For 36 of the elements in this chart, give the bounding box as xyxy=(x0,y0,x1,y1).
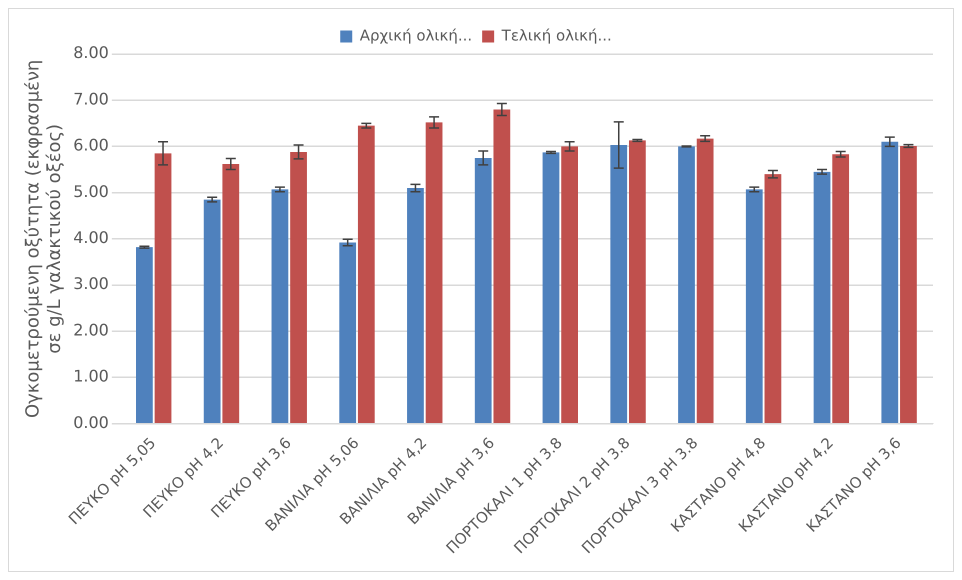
bar xyxy=(154,153,172,423)
y-tick-label: 4.00 xyxy=(73,228,109,247)
bar xyxy=(493,109,510,423)
bar xyxy=(832,154,850,423)
bar xyxy=(628,140,646,423)
bar xyxy=(407,188,424,423)
bar xyxy=(814,172,830,423)
bar xyxy=(222,164,240,423)
y-tick-label: 1.00 xyxy=(73,366,109,386)
legend-label: Τελική ολική... xyxy=(500,26,612,44)
y-tick-label: 3.00 xyxy=(73,274,109,294)
legend-label: Αρχική ολική... xyxy=(360,26,472,44)
bar xyxy=(764,174,782,423)
y-tick-label: 5.00 xyxy=(73,182,109,201)
bar xyxy=(358,126,375,423)
bar xyxy=(339,242,356,423)
y-tick-label: 8.00 xyxy=(73,43,109,62)
y-tick-label: 0.00 xyxy=(73,412,109,432)
bar xyxy=(746,189,763,423)
bar xyxy=(272,189,288,423)
y-tick-label: 6.00 xyxy=(73,136,109,155)
bar xyxy=(561,146,578,423)
bar xyxy=(474,158,492,423)
bar xyxy=(290,152,307,423)
bar xyxy=(542,152,560,423)
bar xyxy=(678,146,695,423)
bar xyxy=(426,122,442,423)
bar xyxy=(204,200,221,423)
y-tick-label: 2.00 xyxy=(73,320,109,340)
bar xyxy=(696,138,714,423)
y-axis-title: Ογκομετρούμενη οξύτητα (εκφρασμένη σε g/L γαλακτικού οξέος) xyxy=(22,60,66,418)
bar xyxy=(900,146,917,423)
bar xyxy=(136,247,153,423)
y-tick-label: 7.00 xyxy=(73,89,109,108)
bar xyxy=(610,145,628,423)
bar xyxy=(881,142,898,423)
